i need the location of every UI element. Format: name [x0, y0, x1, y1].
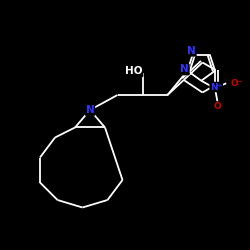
Text: O⁻: O⁻ — [231, 79, 243, 88]
Text: HO: HO — [125, 66, 142, 76]
Text: O: O — [214, 102, 222, 111]
Text: N: N — [187, 46, 196, 56]
Text: N: N — [180, 64, 189, 74]
Text: N⁺: N⁺ — [210, 82, 222, 92]
Text: N: N — [86, 105, 94, 115]
